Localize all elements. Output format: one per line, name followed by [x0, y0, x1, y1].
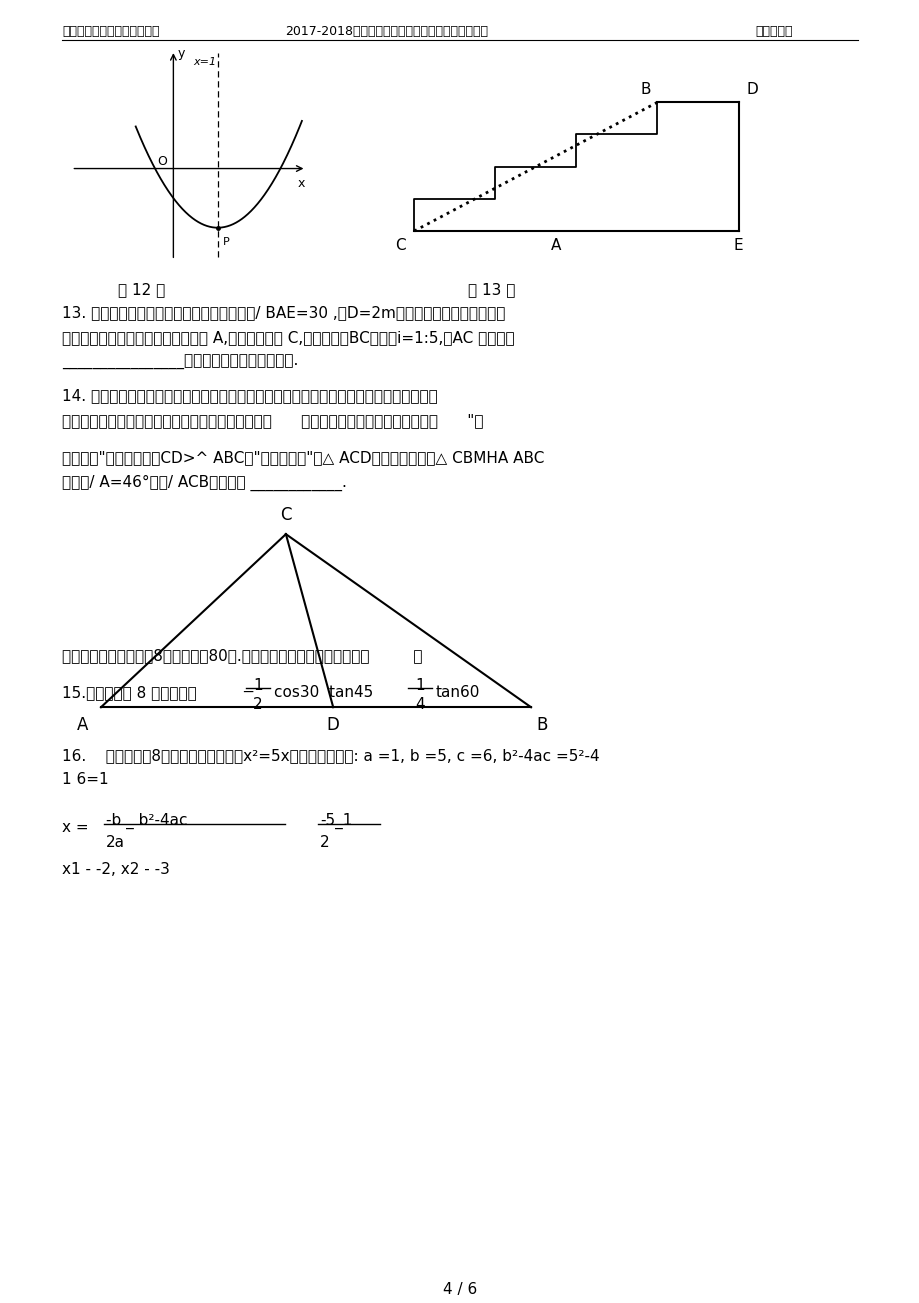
Text: 谐分割线"。如图，线段CD>^ ABC的"和谐分割线"，△ ACD为等腰三角形，△ CBMHA ABC: 谐分割线"。如图，线段CD>^ ABC的"和谐分割线"，△ ACD为等腰三角形，… [62, 450, 544, 465]
Text: C: C [394, 238, 405, 253]
Text: 13. 如图，某公园入口原有一段台阶，其倾角/ BAE=30 ,高D=2m为方便老年人和残疾人士，: 13. 如图，某公园入口原有一段台阶，其倾角/ BAE=30 ,高D=2m为方便… [62, 305, 505, 321]
Text: A: A [77, 715, 88, 734]
Text: -5_1: -5_1 [320, 813, 352, 829]
Text: x =: x = [62, 820, 88, 835]
Text: E: E [733, 238, 743, 253]
Text: B: B [640, 82, 650, 96]
Text: A: A [550, 238, 561, 253]
Text: cos30  tan45: cos30 tan45 [274, 685, 373, 700]
Text: 个是等腰三角形，另外一个三角形和原三角形相似，      那么把这条线段定义为原三角形的      "和: 个是等腰三角形，另外一个三角形和原三角形相似， 那么把这条线段定义为原三角形的 … [62, 413, 483, 427]
Text: 2: 2 [253, 697, 263, 711]
Text: 相似，/ A=46°，则/ ACB的度数为 ____________.: 相似，/ A=46°，则/ ACB的度数为 ____________. [62, 476, 346, 491]
Text: x=1: x=1 [194, 57, 217, 66]
Text: 拟将台阶改成斜坡，设台阶的起点为 A,斜坡的起点为 C,现设计斜坡BC的坡度i=1:5,则AC 的长度是: 拟将台阶改成斜坡，设台阶的起点为 A,斜坡的起点为 C,现设计斜坡BC的坡度i=… [62, 330, 514, 345]
Text: 15.（本题满分 8 分）计算：: 15.（本题满分 8 分）计算： [62, 685, 197, 700]
Text: 2: 2 [320, 835, 329, 850]
Text: 2017-2018学年九年级上期末教学质量检测数学试题: 2017-2018学年九年级上期末教学质量检测数学试题 [285, 25, 487, 38]
Text: x1 - -2, x2 - -3: x1 - -2, x2 - -3 [62, 863, 170, 877]
Text: tan60: tan60 [436, 685, 480, 700]
Text: B: B [536, 715, 547, 734]
Text: 14. 经过三边都不相等的三角形的一个顶点的线段把三角形分成两个小三角形，如果其中一: 14. 经过三边都不相等的三角形的一个顶点的线段把三角形分成两个小三角形，如果其… [62, 388, 437, 403]
Text: 第 12 题: 第 12 题 [118, 281, 165, 297]
Text: D: D [326, 715, 339, 734]
Text: ─: ─ [243, 685, 252, 700]
Text: ________________（可用含根号的式子表示）.: ________________（可用含根号的式子表示）. [62, 354, 298, 370]
Text: 湖南省益阳市赫山区赫山中学: 湖南省益阳市赫山区赫山中学 [62, 25, 159, 38]
Text: 1 6=1: 1 6=1 [62, 771, 108, 787]
Text: x: x [297, 177, 304, 190]
Text: -b _ b²-4ac: -b _ b²-4ac [106, 813, 187, 829]
Text: 4 / 6: 4 / 6 [442, 1282, 477, 1296]
Text: 1: 1 [414, 678, 425, 693]
Text: 1: 1 [253, 678, 263, 693]
Text: P: P [222, 237, 230, 246]
Text: 4: 4 [414, 697, 425, 711]
Text: C: C [280, 507, 291, 525]
Text: O: O [156, 155, 166, 168]
Text: 第 13 题: 第 13 题 [468, 281, 515, 297]
Text: （无答案）: （无答案） [754, 25, 791, 38]
Text: 16.    （本题满分8分）班上小杰解方程x²=5x飞时，解答如下: a =1, b =5, c =6, b²-4ac =5²-4: 16. （本题满分8分）班上小杰解方程x²=5x飞时，解答如下: a =1, b… [62, 748, 599, 764]
Text: D: D [746, 82, 758, 96]
Text: 三、解答题（本大题共8个小题，共80分.请将答案填到答题卷相应的位置         ）: 三、解答题（本大题共8个小题，共80分.请将答案填到答题卷相应的位置 ） [62, 648, 422, 663]
Text: y: y [177, 47, 185, 60]
Text: 2a: 2a [106, 835, 125, 850]
